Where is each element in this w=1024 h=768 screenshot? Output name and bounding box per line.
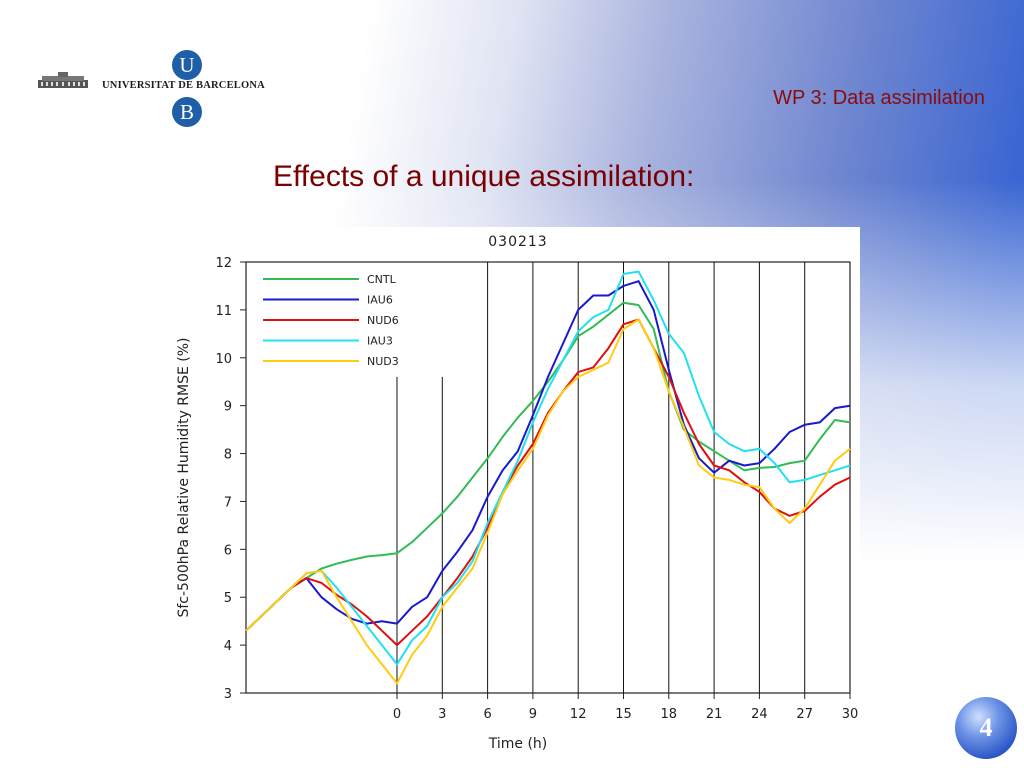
legend-label-iau3: IAU3 bbox=[367, 335, 393, 348]
rmse-line-chart: 030213 3 4 5 6 7 8 9 10 11 12 0 3 6 9 12 15 18 21 24 27 30 Tim… bbox=[176, 234, 859, 752]
x-tick-label: 18 bbox=[661, 707, 678, 722]
y-tick-label: 9 bbox=[224, 400, 232, 415]
y-tick-label: 8 bbox=[224, 448, 232, 463]
x-tick-label: 15 bbox=[615, 707, 632, 722]
logo-text: UNIVERSITAT DE BARCELONA bbox=[102, 80, 265, 91]
legend-label-iau6: IAU6 bbox=[367, 294, 393, 307]
y-tick-label: 7 bbox=[224, 495, 232, 510]
series-line-cntl bbox=[245, 301, 851, 632]
x-tick-label: 30 bbox=[842, 707, 859, 722]
logo-u-badge: U bbox=[172, 50, 202, 80]
series-line-iau3 bbox=[245, 270, 851, 666]
y-tick-label: 12 bbox=[215, 256, 232, 271]
series-line-nud3 bbox=[245, 318, 851, 685]
y-tick-label: 6 bbox=[224, 543, 232, 558]
building-icon bbox=[38, 72, 88, 88]
y-tick-label: 5 bbox=[224, 591, 232, 606]
x-tick-label: 9 bbox=[529, 707, 537, 722]
x-tick-label: 3 bbox=[438, 707, 446, 722]
series-line-iau6 bbox=[245, 280, 851, 632]
x-tick-label: 21 bbox=[706, 707, 723, 722]
x-axis-label: Time (h) bbox=[488, 736, 548, 752]
slide-title: Effects of a unique assimilation: bbox=[273, 160, 695, 193]
legend-label-cntl: CNTL bbox=[367, 273, 397, 286]
chart-panel: 030213 3 4 5 6 7 8 9 10 11 12 0 3 6 9 12 15 18 21 24 27 30 Tim… bbox=[172, 227, 860, 754]
x-tick-label: 27 bbox=[796, 707, 813, 722]
university-logo: U UNIVERSITAT DE BARCELONA B bbox=[38, 45, 288, 130]
y-tick-label: 4 bbox=[224, 639, 232, 654]
x-tick-label: 0 bbox=[393, 707, 401, 722]
x-tick-label: 12 bbox=[570, 707, 587, 722]
page-number-badge: 4 bbox=[955, 697, 1017, 759]
x-tick-label: 6 bbox=[483, 707, 491, 722]
x-tick-label: 24 bbox=[751, 707, 768, 722]
y-axis-label: Sfc-500hPa Relative Humidity RMSE (%) bbox=[176, 337, 192, 617]
y-tick-label: 11 bbox=[215, 304, 232, 319]
y-tick-label: 10 bbox=[215, 352, 232, 367]
work-package-title: WP 3: Data assimilation bbox=[773, 87, 985, 109]
legend-label-nud6: NUD6 bbox=[367, 314, 399, 327]
legend-label-nud3: NUD3 bbox=[367, 355, 399, 368]
chart-title: 030213 bbox=[488, 234, 547, 250]
logo-b-badge: B bbox=[172, 97, 202, 127]
y-tick-label: 3 bbox=[224, 687, 232, 702]
